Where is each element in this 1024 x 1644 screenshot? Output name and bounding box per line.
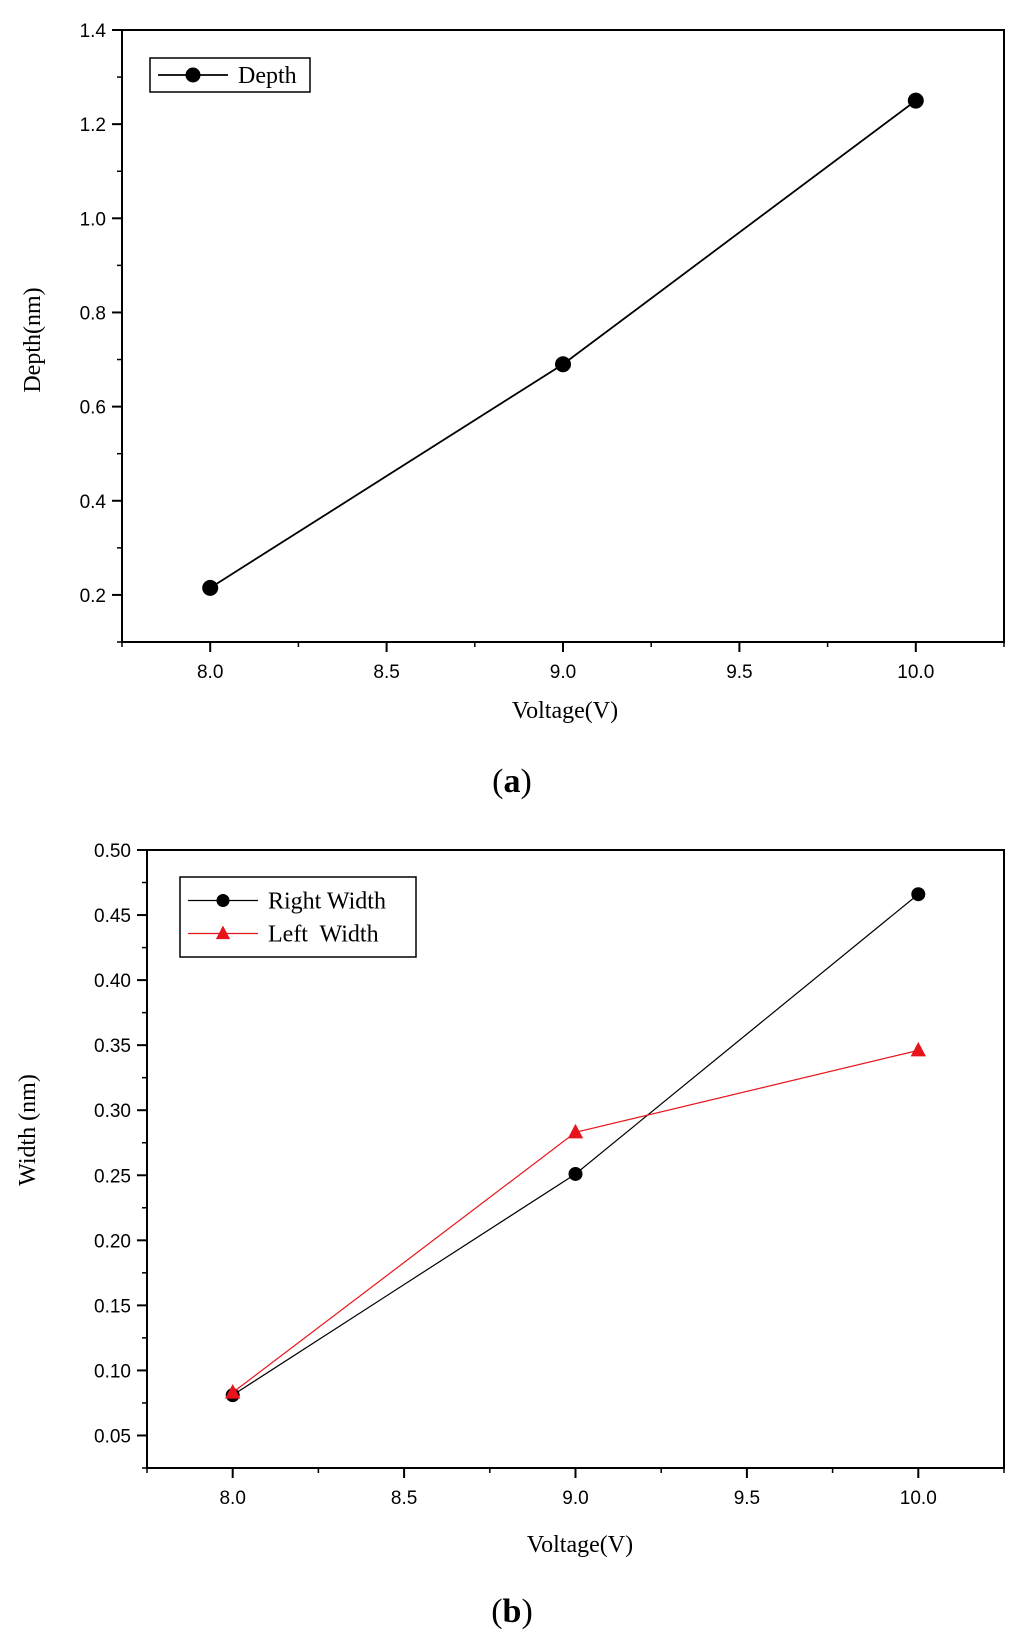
data-point-1-2 — [555, 356, 571, 373]
x-tick-label: 8.5 — [373, 662, 399, 683]
y-axis-title: Depth(nm) — [20, 287, 46, 392]
y-tick-label: 0.15 — [94, 1296, 131, 1317]
y-tick-label: 1.4 — [80, 21, 107, 42]
data-point-1-1 — [202, 579, 219, 596]
x-tick-label: 8.5 — [391, 1488, 417, 1509]
legend-box — [179, 876, 417, 958]
panel-label: (b) — [491, 1593, 533, 1630]
legend-label-1: Right Width — [268, 889, 386, 915]
y-tick-label: 0.35 — [94, 1036, 131, 1057]
y-tick-label: 0.25 — [94, 1166, 131, 1187]
panel-label-close-paren: ) — [521, 763, 532, 800]
panel-label: (a) — [492, 763, 532, 800]
y-tick-label: 0.10 — [94, 1361, 131, 1382]
x-tick-label: 9.0 — [562, 1488, 588, 1509]
data-point-1-2 — [568, 1166, 583, 1181]
series-line-1 — [209, 99, 917, 589]
chart-panel-b: 8.0 8.5 9.0 9.5 10.0 0.05 0.10 0.15 0.20 0.25 0.30… — [15, 841, 1005, 1630]
plot-frame — [121, 29, 1005, 643]
x-tick-label: 10.0 — [900, 1488, 937, 1509]
x-tick-label: 8.0 — [197, 662, 223, 683]
legend-marker-1 — [216, 894, 230, 907]
x-tick-label: 8.0 — [219, 1488, 245, 1509]
x-axis-title: Voltage(V) — [512, 698, 618, 724]
y-tick-label: 0.40 — [94, 971, 131, 992]
legend-label-1: Depth — [238, 63, 297, 89]
y-tick-label: 0.20 — [94, 1231, 131, 1252]
legend-marker-2 — [215, 925, 231, 940]
series-line-1 — [232, 893, 919, 1396]
data-point-1-3 — [911, 887, 926, 902]
y-tick-label: 0.6 — [80, 398, 106, 419]
series-line-2 — [232, 1049, 919, 1394]
x-tick-label: 9.0 — [550, 662, 576, 683]
data-point-2-2 — [567, 1123, 584, 1139]
panel-label-close-paren: ) — [521, 1593, 532, 1630]
y-tick-label: 0.50 — [94, 841, 131, 862]
data-point-1-3 — [907, 92, 924, 109]
y-tick-label: 1.2 — [80, 115, 106, 136]
data-point-2-3 — [910, 1041, 926, 1057]
x-tick-label: 9.5 — [734, 1488, 760, 1509]
chart-panel-a: 8.0 8.5 9.0 9.5 10.0 0.2 0.4 0.6 0.8 1.0 1.2 1.4 Vol… — [20, 21, 1005, 800]
y-tick-label: 0.45 — [94, 906, 131, 927]
panel-label-letter: a — [504, 763, 521, 800]
y-axis-title: Width (nm) — [15, 1074, 41, 1186]
x-tick-label: 9.5 — [726, 662, 752, 683]
y-tick-label: 0.8 — [80, 303, 106, 324]
x-tick-label: 10.0 — [897, 662, 934, 683]
x-axis-title: Voltage(V) — [527, 1532, 633, 1558]
legend-marker-1 — [185, 67, 201, 83]
y-tick-label: 0.05 — [94, 1426, 131, 1447]
panel-label-open-paren: ( — [492, 763, 503, 800]
panel-label-letter: b — [503, 1593, 522, 1630]
panel-label-open-paren: ( — [491, 1593, 502, 1630]
legend-label-2: Left Width — [268, 922, 379, 948]
data-point-2-1 — [225, 1384, 241, 1399]
y-tick-label: 1.0 — [80, 209, 106, 230]
y-tick-label: 0.4 — [80, 492, 107, 513]
y-tick-label: 0.2 — [80, 586, 106, 607]
y-tick-label: 0.30 — [94, 1101, 131, 1122]
